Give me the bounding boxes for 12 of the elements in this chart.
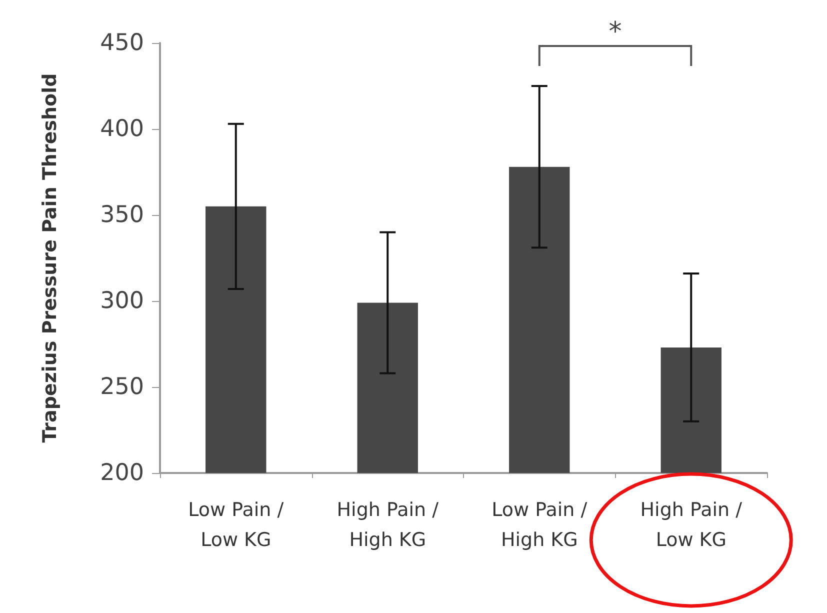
y-tick-label: 250 xyxy=(100,374,144,400)
annotation: * xyxy=(608,17,622,47)
y-tick-label: 400 xyxy=(100,116,144,142)
x-tick-label: High Pain / High KG xyxy=(336,499,440,551)
y-tick-label: 350 xyxy=(100,202,144,228)
y-axis-title: Trapezius Pressure Pain Threshold xyxy=(39,73,61,443)
y-tick-label: 200 xyxy=(100,460,144,486)
x-tick-label: Low Pain / High KG xyxy=(492,499,588,551)
x-tick-label: High Pain / Low KG xyxy=(640,499,743,551)
y-tick-label: 450 xyxy=(100,30,144,56)
x-tick-label: Low Pain / Low KG xyxy=(188,499,284,551)
y-tick-label: 300 xyxy=(100,288,144,314)
